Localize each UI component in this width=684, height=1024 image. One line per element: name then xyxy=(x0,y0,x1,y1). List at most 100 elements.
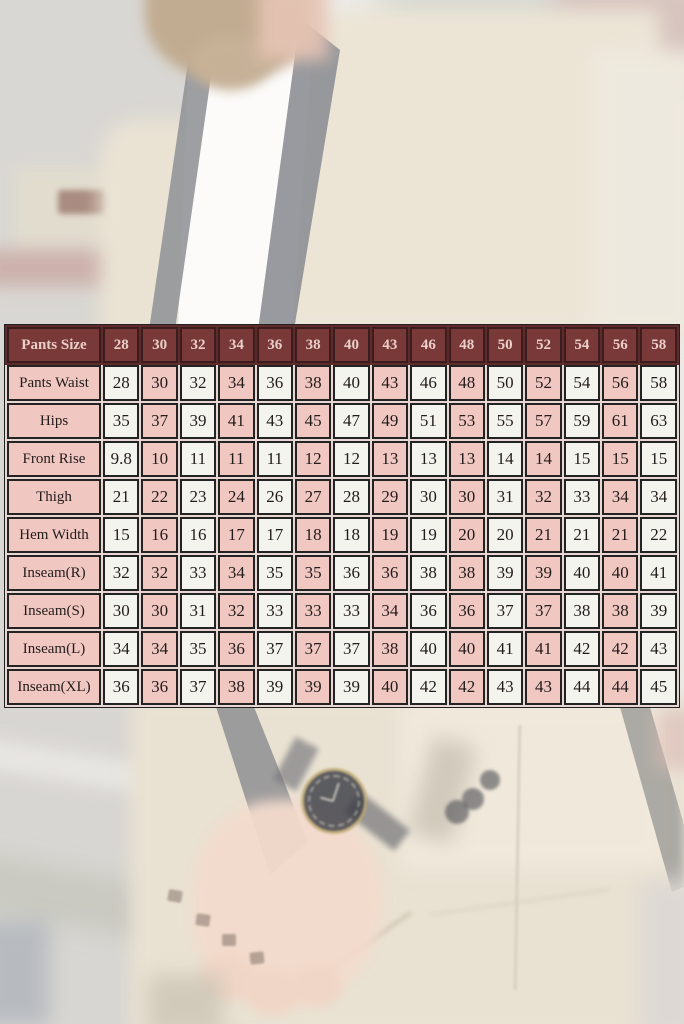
value-cell: 18 xyxy=(294,517,332,553)
value-cell: 37 xyxy=(256,631,293,667)
value-cell: 39 xyxy=(525,555,562,591)
header-cell-size: 36 xyxy=(256,327,293,363)
value-cell: 36 xyxy=(333,555,370,591)
finger-shape xyxy=(292,965,342,1007)
header-cell-size: 32 xyxy=(179,327,217,363)
suit-right-shoulder-shape xyxy=(280,10,660,330)
value-cell: 19 xyxy=(371,517,409,553)
value-cell: 30 xyxy=(448,479,485,515)
hand-shape xyxy=(193,800,383,1005)
value-cell: 58 xyxy=(640,365,677,401)
value-cell: 30 xyxy=(103,593,140,629)
tattoo-mark xyxy=(167,888,183,904)
value-cell: 10 xyxy=(141,441,178,477)
value-cell: 40 xyxy=(563,555,601,591)
header-cell-size: 46 xyxy=(410,327,447,363)
value-cell: 40 xyxy=(448,631,485,667)
value-cell: 39 xyxy=(333,669,370,705)
value-cell: 40 xyxy=(333,365,370,401)
value-cell: 28 xyxy=(333,479,370,515)
watch-hand xyxy=(332,782,340,802)
value-cell: 18 xyxy=(333,517,370,553)
value-cell: 52 xyxy=(525,365,562,401)
table-row: Inseam(S) 30 30 31 32 33 33 33 34 36 36 37 37 38 38 39 xyxy=(7,593,677,629)
value-cell: 37 xyxy=(486,593,524,629)
value-cell: 34 xyxy=(218,365,255,401)
value-cell: 32 xyxy=(525,479,562,515)
header-cell-size: 28 xyxy=(103,327,140,363)
cuff-button xyxy=(480,770,500,790)
value-cell: 32 xyxy=(103,555,140,591)
value-cell: 24 xyxy=(218,479,255,515)
value-cell: 32 xyxy=(141,555,178,591)
jacket-seam-line xyxy=(513,724,522,991)
header-cell-size: 30 xyxy=(141,327,178,363)
watch-strap-lower xyxy=(343,791,411,851)
header-cell-size: 48 xyxy=(448,327,485,363)
value-cell: 41 xyxy=(486,631,524,667)
pink-blur-shape xyxy=(555,0,684,110)
value-cell: 11 xyxy=(179,441,217,477)
jacket-highlight-shape xyxy=(400,700,670,870)
value-cell: 36 xyxy=(410,593,447,629)
value-cell: 28 xyxy=(103,365,140,401)
sign-glyph-shape xyxy=(58,190,106,214)
value-cell: 39 xyxy=(256,669,293,705)
table-body: Pants Waist 28 30 32 34 36 38 40 43 46 48 50 52 54 56 5… xyxy=(7,365,677,705)
table-header: Pants Size 28 30 32 34 36 38 40 43 46 48 50 52 54 56 58 xyxy=(7,327,677,363)
row-label: Pants Waist xyxy=(7,365,101,401)
value-cell: 22 xyxy=(141,479,178,515)
value-cell: 38 xyxy=(448,555,485,591)
value-cell: 34 xyxy=(141,631,178,667)
bottom-right-background-shape xyxy=(640,880,684,1024)
value-cell: 21 xyxy=(103,479,140,515)
value-cell: 31 xyxy=(179,593,217,629)
value-cell: 47 xyxy=(333,403,370,439)
value-cell: 34 xyxy=(218,555,255,591)
value-cell: 14 xyxy=(525,441,562,477)
white-shirt-shape xyxy=(178,15,315,330)
value-cell: 35 xyxy=(103,403,140,439)
value-cell: 29 xyxy=(371,479,409,515)
table-row: Front Rise 9.8 10 11 11 11 12 12 13 13 13 14 14 15 15 1… xyxy=(7,441,677,477)
value-cell: 40 xyxy=(602,555,639,591)
value-cell: 16 xyxy=(179,517,217,553)
header-cell-size: 54 xyxy=(563,327,601,363)
value-cell: 30 xyxy=(141,365,178,401)
value-cell: 34 xyxy=(602,479,639,515)
red-stripe-shape xyxy=(0,250,170,286)
value-cell: 36 xyxy=(448,593,485,629)
value-cell: 21 xyxy=(563,517,601,553)
value-cell: 48 xyxy=(448,365,485,401)
value-cell: 19 xyxy=(410,517,447,553)
value-cell: 43 xyxy=(256,403,293,439)
value-cell: 33 xyxy=(563,479,601,515)
value-cell: 42 xyxy=(448,669,485,705)
value-cell: 50 xyxy=(486,365,524,401)
value-cell: 41 xyxy=(218,403,255,439)
header-cell-size: 34 xyxy=(218,327,255,363)
value-cell: 38 xyxy=(602,593,639,629)
value-cell: 41 xyxy=(525,631,562,667)
table-row: Pants Waist 28 30 32 34 36 38 40 43 46 48 50 52 54 56 5… xyxy=(7,365,677,401)
value-cell: 12 xyxy=(294,441,332,477)
header-row: Pants Size 28 30 32 34 36 38 40 43 46 48 50 52 54 56 58 xyxy=(7,327,677,363)
header-cell-size: 56 xyxy=(602,327,639,363)
table-row: Thigh 21 22 23 24 26 27 28 29 30 30 31 32 33 34 34 xyxy=(7,479,677,515)
tattoo-mark xyxy=(222,934,236,946)
value-cell: 44 xyxy=(563,669,601,705)
value-cell: 59 xyxy=(563,403,601,439)
value-cell: 55 xyxy=(486,403,524,439)
value-cell: 43 xyxy=(525,669,562,705)
value-cell: 35 xyxy=(179,631,217,667)
jacket-body-shape xyxy=(130,695,684,1024)
row-label: Front Rise xyxy=(7,441,101,477)
value-cell: 34 xyxy=(103,631,140,667)
header-cell-size: 50 xyxy=(486,327,524,363)
value-cell: 35 xyxy=(256,555,293,591)
header-cell-size: 38 xyxy=(294,327,332,363)
value-cell: 13 xyxy=(410,441,447,477)
blue-corner-shape xyxy=(0,920,50,1024)
watch-hand xyxy=(320,796,334,802)
header-cell-size: 40 xyxy=(333,327,370,363)
